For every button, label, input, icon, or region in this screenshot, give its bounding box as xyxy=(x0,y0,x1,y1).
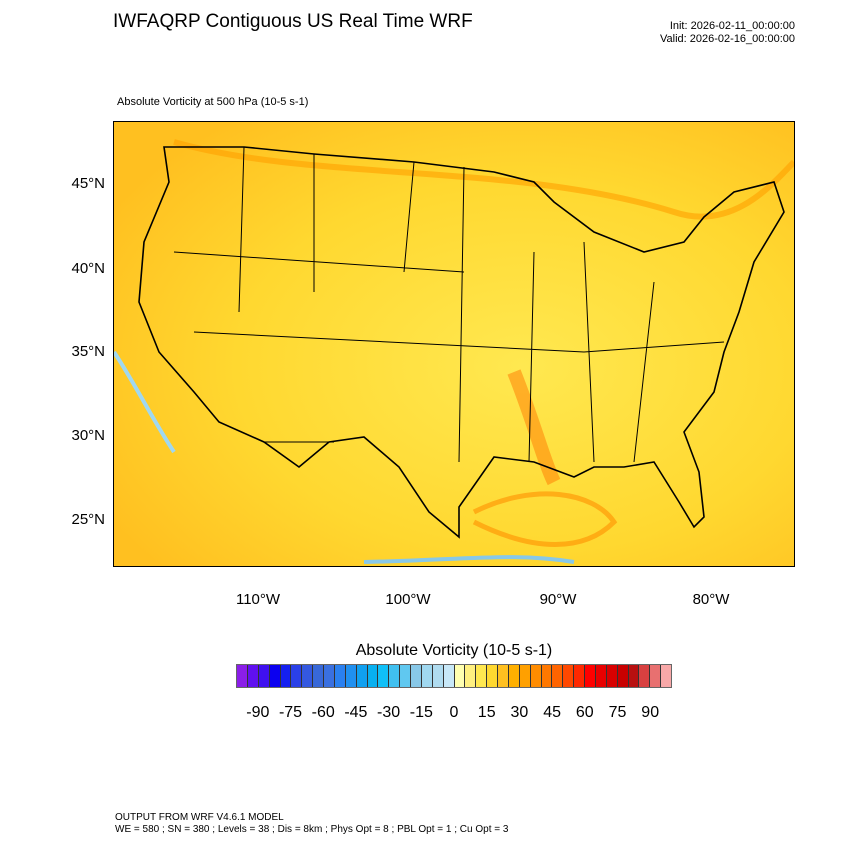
colorbar-title: Absolute Vorticity (10-5 s-1) xyxy=(355,642,553,659)
colorbar-swatch xyxy=(508,665,520,687)
colorbar-swatch xyxy=(519,665,531,687)
colorbar-tick-label: 15 xyxy=(477,704,496,721)
colorbar-swatch xyxy=(269,665,281,687)
colorbar-swatch xyxy=(334,665,346,687)
colorbar-tick-label: 45 xyxy=(543,704,561,721)
field-subtitle: Absolute Vorticity at 500 hPa (10-5 s-1) xyxy=(117,96,309,108)
us-outline xyxy=(138,146,785,539)
colorbar-tick-label: 0 xyxy=(449,704,459,721)
colorbar-swatch xyxy=(389,665,401,687)
colorbar-swatch xyxy=(411,665,422,687)
lon-label: 90°W xyxy=(539,591,577,608)
colorbar-swatch xyxy=(280,665,292,687)
colorbar-tick-label: -45 xyxy=(344,704,368,721)
colorbar-swatch xyxy=(291,665,303,687)
vorticity-field xyxy=(114,122,794,566)
colorbar-swatch xyxy=(313,665,324,687)
colorbar-swatch xyxy=(552,665,564,687)
colorbar-tick-label: -90 xyxy=(246,704,270,721)
colorbar-swatch xyxy=(563,665,575,687)
colorbar-swatch xyxy=(661,665,671,687)
lon-label: 80°W xyxy=(692,591,730,608)
colorbar-swatch xyxy=(432,665,444,687)
colorbar-swatch xyxy=(400,665,411,687)
colorbar-swatch xyxy=(324,665,335,687)
colorbar-swatch xyxy=(356,665,368,687)
colorbar-swatch xyxy=(465,665,477,687)
lon-label: 100°W xyxy=(385,591,431,608)
colorbar-swatch xyxy=(443,665,455,687)
colorbar xyxy=(236,664,672,688)
colorbar-swatch xyxy=(476,665,488,687)
plot-title: IWFAQRP Contiguous US Real Time WRF xyxy=(113,11,473,32)
colorbar-tick-label: 30 xyxy=(510,704,529,721)
colorbar-swatch xyxy=(367,665,379,687)
colorbar-swatch xyxy=(639,665,651,687)
colorbar-swatch xyxy=(541,665,553,687)
state-boundaries xyxy=(173,146,725,463)
valid-time: Valid: 2026-02-16_00:00:00 xyxy=(660,33,795,45)
model-options: WE = 580 ; SN = 380 ; Levels = 38 ; Dis … xyxy=(115,824,509,835)
negative-vorticity-band xyxy=(363,555,575,564)
lat-label: 45°N xyxy=(71,175,105,192)
colorbar-swatch xyxy=(650,665,662,687)
colorbar-swatch xyxy=(454,665,466,687)
colorbar-swatch xyxy=(530,665,542,687)
lon-label: 110°W xyxy=(235,591,281,608)
model-version: OUTPUT FROM WRF V4.6.1 MODEL xyxy=(115,812,284,823)
init-time: Init: 2026-02-11_00:00:00 xyxy=(669,20,795,32)
time-info: Init: 2026-02-11_00:00:00 Valid: 2026-02… xyxy=(660,20,795,46)
negative-vorticity-band xyxy=(112,350,176,454)
colorbar-swatch xyxy=(617,665,629,687)
colorbar-tick-label: -15 xyxy=(409,704,433,721)
colorbar-swatch xyxy=(345,665,357,687)
colorbar-tick-label: -30 xyxy=(377,704,401,721)
colorbar-swatch xyxy=(237,665,248,687)
colorbar-swatch xyxy=(628,665,640,687)
colorbar-tick-label: 90 xyxy=(641,704,660,721)
colorbar-swatch xyxy=(595,665,607,687)
lat-label: 25°N xyxy=(71,511,105,528)
colorbar-tick-label: -60 xyxy=(311,704,335,721)
colorbar-swatch xyxy=(378,665,390,687)
colorbar-tick-label: 75 xyxy=(608,704,627,721)
colorbar-swatch xyxy=(302,665,314,687)
lat-label: 35°N xyxy=(71,343,105,360)
colorbar-swatch xyxy=(247,665,259,687)
vorticity-map xyxy=(112,121,797,567)
colorbar-swatch xyxy=(258,665,270,687)
lat-label: 40°N xyxy=(71,260,105,277)
colorbar-swatch xyxy=(574,665,585,687)
colorbar-swatch xyxy=(585,665,596,687)
colorbar-tick-label: -75 xyxy=(278,704,303,721)
colorbar-swatch xyxy=(487,665,498,687)
vorticity-swirl xyxy=(472,491,618,547)
colorbar-swatch xyxy=(421,665,433,687)
lat-label: 30°N xyxy=(71,427,105,444)
map-canvas xyxy=(112,122,797,566)
colorbar-swatch xyxy=(498,665,509,687)
colorbar-tick-label: 60 xyxy=(575,704,594,721)
colorbar-swatch xyxy=(606,665,618,687)
model-info: OUTPUT FROM WRF V4.6.1 MODEL WE = 580 ; … xyxy=(115,812,508,836)
vorticity-max xyxy=(507,369,561,486)
vorticity-band xyxy=(173,139,797,220)
